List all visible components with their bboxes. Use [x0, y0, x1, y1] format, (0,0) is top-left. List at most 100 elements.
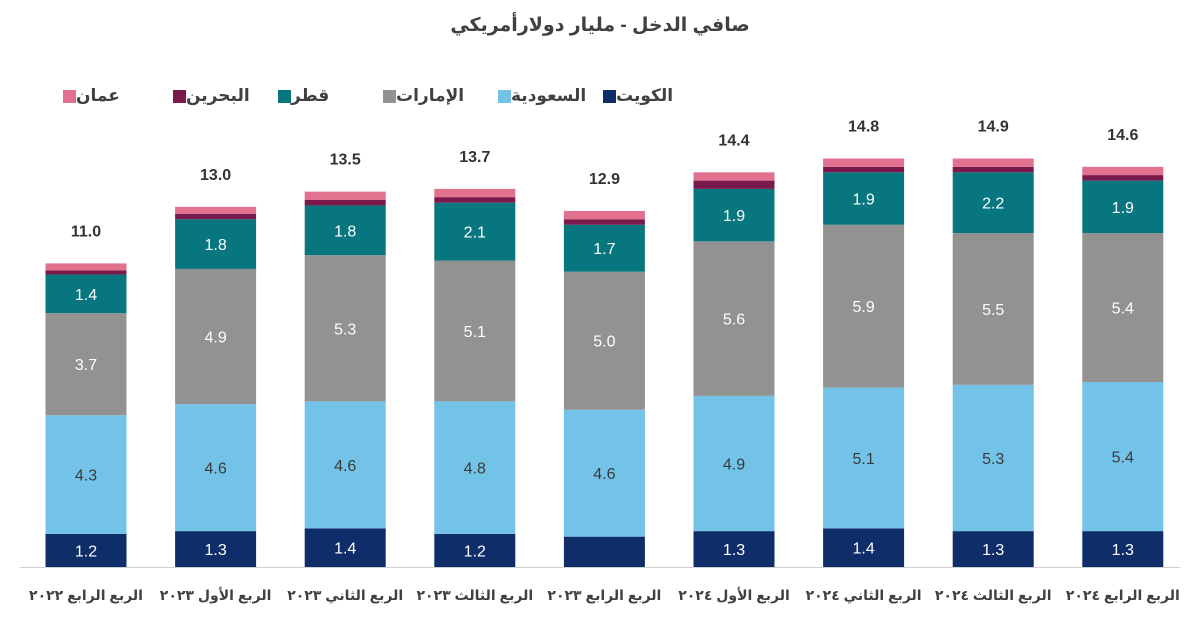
bar-segment [563, 271, 645, 410]
data-label: 1.9 [723, 208, 745, 225]
bar-segment [823, 528, 905, 567]
bar-segment [434, 533, 516, 567]
bar-segment [304, 528, 386, 567]
x-tick-label: الربع الرابع ٢٠٢٢ [29, 587, 143, 604]
bar-segment [45, 274, 127, 314]
legend-item: البحرين [165, 86, 250, 106]
x-tick-label: الربع الرابع ٢٠٢٣ [547, 587, 661, 604]
x-tick-label: الربع الرابع ٢٠٢٤ [1066, 587, 1180, 604]
legend-label: الكويت [616, 86, 674, 105]
bar-segment [823, 166, 905, 173]
data-label: 5.6 [723, 312, 745, 329]
data-label: 2.2 [982, 196, 1004, 213]
bar-segment [1082, 382, 1164, 532]
bar-segment [563, 224, 645, 272]
legend-item: عمان [55, 86, 120, 106]
legend-swatch [383, 89, 396, 103]
legend-swatch [173, 89, 186, 103]
bar-segment [1082, 166, 1164, 176]
legend-item: قطر [270, 86, 329, 106]
data-label: 1.3 [204, 542, 226, 559]
bar-segment [304, 191, 386, 200]
data-label: 4.3 [75, 468, 97, 485]
bar-segment [175, 213, 257, 220]
data-label: 1.2 [75, 543, 97, 560]
data-label: 1.3 [982, 542, 1004, 559]
legend-swatch [603, 89, 616, 103]
data-label: 1.4 [334, 541, 356, 558]
data-label: 5.1 [464, 324, 486, 341]
bar-segment [45, 415, 127, 534]
bar-segment [304, 205, 386, 256]
bar-segment [693, 188, 775, 242]
x-tick-label: الربع الأول ٢٠٢٣ [160, 587, 272, 604]
total-label: 13.7 [459, 149, 490, 166]
bar-segment [1082, 233, 1164, 383]
data-label: 3.7 [75, 357, 97, 374]
bar-segment [45, 270, 127, 275]
x-tick-label: الربع الثالث ٢٠٢٣ [416, 587, 533, 604]
bar-segment [304, 199, 386, 206]
legend-label: قطر [291, 86, 330, 105]
total-label: 14.9 [978, 119, 1009, 136]
bar-segment [1082, 531, 1164, 567]
data-label: 4.6 [593, 466, 615, 483]
data-label: 1.3 [723, 542, 745, 559]
total-label: 14.8 [848, 119, 879, 136]
bar-segment [175, 404, 257, 532]
bar-segment [434, 401, 516, 534]
bar-segment [952, 166, 1034, 173]
data-label: 4.9 [204, 330, 226, 347]
data-label: 4.8 [464, 461, 486, 478]
total-label: 14.6 [1107, 127, 1138, 144]
data-label: 1.2 [464, 543, 486, 560]
data-label: 1.8 [334, 223, 356, 240]
x-tick-label: الربع الثالث ٢٠٢٤ [935, 587, 1052, 604]
bar-segment [175, 268, 257, 405]
bar-segment [175, 531, 257, 567]
data-label: 5.1 [852, 451, 874, 468]
x-tick-label: الربع الأول ٢٠٢٤ [678, 587, 790, 604]
bar-segment [45, 533, 127, 567]
legend-swatch [278, 89, 291, 103]
x-tick-label: الربع الثاني ٢٠٢٤ [806, 587, 922, 604]
data-label: 5.4 [1112, 301, 1134, 318]
data-label: 1.9 [1112, 200, 1134, 217]
legend-label: السعودية [511, 86, 587, 105]
chart-title: صافي الدخل - مليار دولارأمريكي [450, 15, 750, 36]
bar-segment [952, 172, 1034, 234]
total-label: 12.9 [589, 171, 620, 188]
bar-segment [1082, 180, 1164, 234]
bar-segment [563, 409, 645, 537]
bar-segment [952, 158, 1034, 167]
legend-label: البحرين [186, 86, 250, 105]
bar-segment [952, 384, 1034, 532]
data-label: 5.3 [982, 451, 1004, 468]
data-label: 4.9 [723, 457, 745, 474]
bar-segment [693, 180, 775, 189]
bar-segment [563, 219, 645, 225]
bar-segment [823, 224, 905, 388]
data-label: 1.8 [204, 237, 226, 254]
data-label: 5.4 [1112, 450, 1134, 467]
legend-item: الكويت [595, 86, 673, 106]
data-label: 5.0 [593, 334, 615, 351]
data-label: 5.9 [852, 299, 874, 316]
bar-segment [823, 172, 905, 225]
legend-item: السعودية [490, 86, 586, 106]
bar-segment [563, 536, 645, 567]
bar-segment [693, 395, 775, 532]
bar-segment [434, 188, 516, 198]
bar-segment [693, 531, 775, 567]
legend-item: الإمارات [375, 86, 464, 106]
data-label: 1.4 [852, 541, 874, 558]
bar-segment [45, 313, 127, 416]
legend-label: عمان [76, 86, 120, 105]
bar-segment [434, 197, 516, 203]
data-label: 4.6 [334, 458, 356, 475]
bar-segment [952, 531, 1034, 567]
bar-segment [563, 210, 645, 220]
total-label: 11.0 [71, 223, 101, 240]
legend-label: الإمارات [396, 86, 465, 105]
